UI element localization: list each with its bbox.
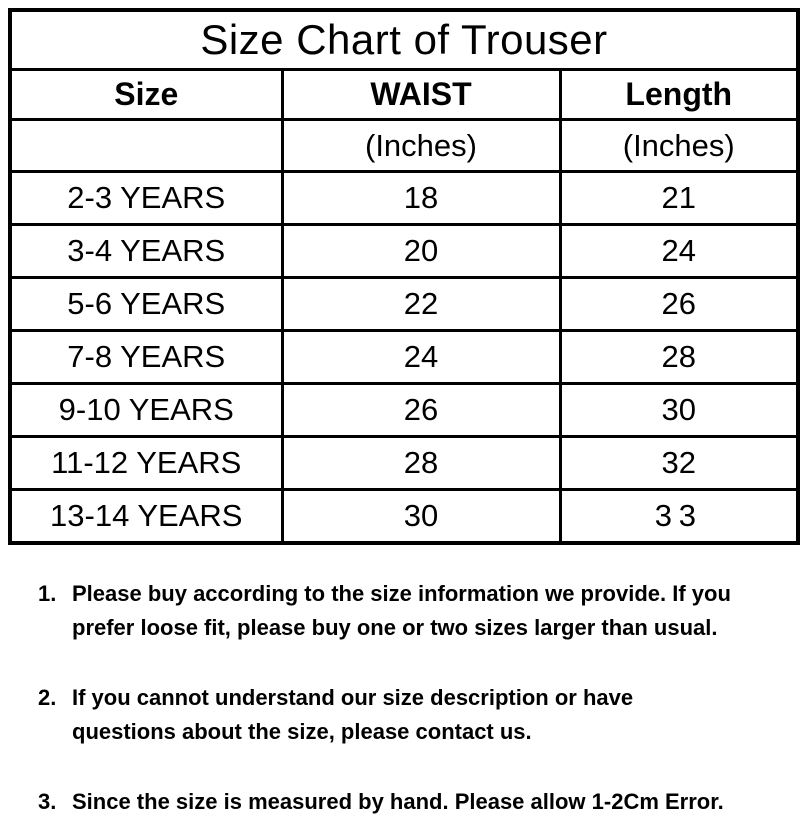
size-cell: 11-12 YEARS xyxy=(8,435,284,491)
unit-cell-size xyxy=(8,118,284,173)
note-number: 1. xyxy=(38,581,57,606)
waist-cell: 30 xyxy=(280,488,562,545)
note-number: 3. xyxy=(38,789,57,814)
length-cell: 21 xyxy=(558,170,800,226)
length-cell: 32 xyxy=(558,435,800,491)
size-cell: 3-4 YEARS xyxy=(8,223,284,279)
page-title: Size Chart of Trouser xyxy=(8,8,800,71)
size-cell: 9-10 YEARS xyxy=(8,382,284,438)
table-row: 11-12 YEARS 28 32 xyxy=(8,435,800,491)
length-cell: 30 xyxy=(558,382,800,438)
table-row: 2-3 YEARS 18 21 xyxy=(8,170,800,226)
table-unit-row: (Inches) (Inches) xyxy=(8,118,800,173)
note-item: 2. If you cannot understand our size des… xyxy=(38,681,742,749)
waist-cell: 18 xyxy=(280,170,562,226)
waist-cell: 24 xyxy=(280,329,562,385)
table-row: 3-4 YEARS 20 24 xyxy=(8,223,800,279)
notes-section: 1. Please buy according to the size info… xyxy=(38,577,742,819)
size-cell: 13-14 YEARS xyxy=(8,488,284,545)
length-cell: 33 xyxy=(558,488,800,545)
note-number: 2. xyxy=(38,685,57,710)
size-chart-table: Size Chart of Trouser Size WAIST Length … xyxy=(8,8,800,545)
waist-cell: 28 xyxy=(280,435,562,491)
note-text: If you cannot understand our size descri… xyxy=(72,685,634,744)
length-cell: 26 xyxy=(558,276,800,332)
note-text: Please buy according to the size informa… xyxy=(72,581,731,640)
size-cell: 5-6 YEARS xyxy=(8,276,284,332)
column-header-waist: WAIST xyxy=(280,68,562,121)
table-row: 5-6 YEARS 22 26 xyxy=(8,276,800,332)
note-item: 3. Since the size is measured by hand. P… xyxy=(38,785,742,819)
waist-cell: 26 xyxy=(280,382,562,438)
table-row: 7-8 YEARS 24 28 xyxy=(8,329,800,385)
waist-cell: 20 xyxy=(280,223,562,279)
waist-cell: 22 xyxy=(280,276,562,332)
column-header-length: Length xyxy=(558,68,800,121)
size-cell: 2-3 YEARS xyxy=(8,170,284,226)
unit-cell-waist: (Inches) xyxy=(280,118,562,173)
table-row: 13-14 YEARS 30 33 xyxy=(8,488,800,545)
table-row: 9-10 YEARS 26 30 xyxy=(8,382,800,438)
note-item: 1. Please buy according to the size info… xyxy=(38,577,742,645)
unit-cell-length: (Inches) xyxy=(558,118,800,173)
length-cell: 24 xyxy=(558,223,800,279)
length-cell: 28 xyxy=(558,329,800,385)
size-cell: 7-8 YEARS xyxy=(8,329,284,385)
title-row: Size Chart of Trouser xyxy=(8,8,800,71)
note-text: Since the size is measured by hand. Plea… xyxy=(72,789,724,814)
column-header-size: Size xyxy=(8,68,284,121)
table-header-row: Size WAIST Length xyxy=(8,68,800,121)
